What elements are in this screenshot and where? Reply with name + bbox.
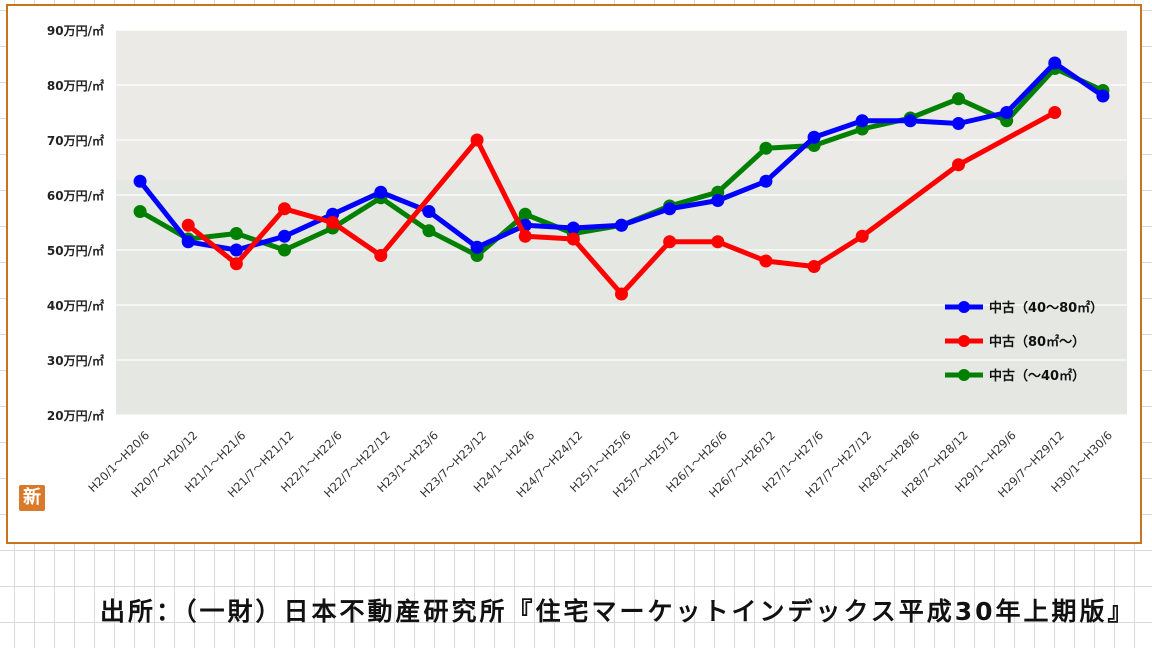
y-tick-label: 40万円/㎡ xyxy=(47,298,104,313)
data-point xyxy=(663,235,677,249)
data-point xyxy=(422,205,436,218)
data-point xyxy=(903,114,917,128)
logo-icon: 新 xyxy=(19,485,45,511)
data-point xyxy=(1048,56,1062,70)
legend-swatch-marker xyxy=(958,301,970,313)
data-point xyxy=(855,114,869,128)
legend-label: 中古（40～80㎡） xyxy=(989,300,1103,316)
data-point xyxy=(759,141,773,155)
data-point xyxy=(518,207,532,221)
data-point xyxy=(229,257,243,271)
data-point xyxy=(181,235,195,249)
y-tick-label: 30万円/㎡ xyxy=(47,353,104,368)
legend-label: 中古（～40㎡） xyxy=(989,368,1085,384)
data-point xyxy=(1096,89,1110,103)
data-point xyxy=(374,249,388,262)
data-point xyxy=(133,205,147,218)
data-point xyxy=(615,218,628,232)
data-point xyxy=(952,117,965,130)
y-tick-label: 20万円/㎡ xyxy=(47,408,104,423)
data-point xyxy=(422,224,436,238)
data-point xyxy=(1048,106,1062,119)
data-point xyxy=(566,232,580,246)
y-tick-label: 90万円/㎡ xyxy=(47,23,104,38)
data-point xyxy=(278,243,291,257)
data-point xyxy=(278,202,291,216)
data-point xyxy=(181,218,195,232)
y-tick-label: 80万円/㎡ xyxy=(47,78,104,93)
y-tick-label: 60万円/㎡ xyxy=(47,188,104,203)
data-point xyxy=(615,287,628,301)
data-point xyxy=(374,185,388,199)
data-point xyxy=(711,194,725,207)
data-point xyxy=(229,243,243,257)
y-tick-label: 70万円/㎡ xyxy=(47,133,104,148)
legend-swatch-marker xyxy=(958,369,970,381)
data-point xyxy=(326,216,340,229)
data-point xyxy=(278,229,291,243)
data-point xyxy=(952,92,965,106)
data-point xyxy=(470,133,484,147)
legend-swatch-marker xyxy=(958,335,970,347)
data-point xyxy=(518,229,532,243)
data-point xyxy=(470,240,484,254)
legend-label: 中古（80㎡～） xyxy=(989,334,1085,350)
data-point xyxy=(1000,106,1014,119)
data-point xyxy=(807,130,821,144)
source-caption: 出所：（一財）日本不動産研究所『住宅マーケットインデックス平成30年上期版』 xyxy=(100,597,1136,626)
data-point xyxy=(759,174,773,188)
data-point xyxy=(229,227,243,240)
data-point xyxy=(855,229,869,243)
data-point xyxy=(807,260,821,273)
data-point xyxy=(759,254,773,268)
data-point xyxy=(952,158,965,172)
data-point xyxy=(566,221,580,235)
data-point xyxy=(133,174,147,188)
series-line xyxy=(185,110,1058,297)
data-point xyxy=(711,235,725,249)
data-point xyxy=(663,202,677,216)
y-tick-label: 50万円/㎡ xyxy=(47,243,104,258)
